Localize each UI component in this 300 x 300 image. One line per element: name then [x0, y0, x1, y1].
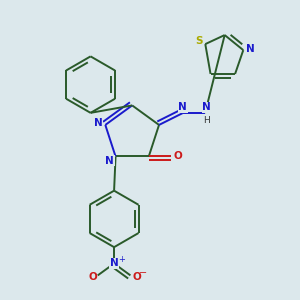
Text: N: N: [110, 259, 118, 269]
Text: S: S: [196, 36, 203, 46]
Text: N: N: [178, 102, 187, 112]
Text: +: +: [118, 255, 125, 264]
Text: N: N: [246, 44, 255, 54]
Text: N: N: [202, 102, 211, 112]
Text: H: H: [203, 116, 210, 125]
Text: N: N: [105, 156, 114, 166]
Text: N: N: [94, 118, 102, 128]
Text: O: O: [88, 272, 97, 282]
Text: O: O: [173, 152, 182, 161]
Text: −: −: [139, 268, 147, 278]
Text: O: O: [133, 272, 141, 282]
